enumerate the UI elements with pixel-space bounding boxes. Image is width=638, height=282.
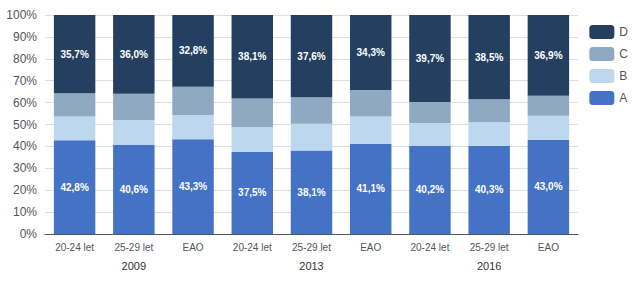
svg-text:40,2%: 40,2% <box>416 184 444 195</box>
svg-text:38,1%: 38,1% <box>297 187 325 198</box>
svg-text:20%: 20% <box>13 183 37 197</box>
svg-text:2016: 2016 <box>477 260 501 272</box>
svg-text:40,3%: 40,3% <box>475 184 503 195</box>
svg-text:100%: 100% <box>6 8 37 22</box>
svg-text:2013: 2013 <box>299 260 323 272</box>
svg-text:60%: 60% <box>13 96 37 110</box>
svg-text:42,8%: 42,8% <box>60 182 88 193</box>
svg-text:EAO: EAO <box>538 242 559 253</box>
svg-text:B: B <box>619 69 627 83</box>
svg-text:0%: 0% <box>20 227 38 241</box>
svg-text:36,0%: 36,0% <box>120 49 148 60</box>
svg-text:35,7%: 35,7% <box>60 49 88 60</box>
svg-text:34,3%: 34,3% <box>357 47 385 58</box>
svg-text:40%: 40% <box>13 139 37 153</box>
svg-text:37,5%: 37,5% <box>238 187 266 198</box>
svg-text:20-24 let: 20-24 let <box>233 242 272 253</box>
svg-text:25-29 let: 25-29 let <box>114 242 153 253</box>
svg-text:EAO: EAO <box>182 242 203 253</box>
svg-text:30%: 30% <box>13 161 37 175</box>
svg-text:41,1%: 41,1% <box>357 183 385 194</box>
svg-text:36,9%: 36,9% <box>534 50 562 61</box>
svg-text:25-29 let: 25-29 let <box>292 242 331 253</box>
svg-text:80%: 80% <box>13 52 37 66</box>
svg-text:40,6%: 40,6% <box>120 184 148 195</box>
svg-text:20-24 let: 20-24 let <box>55 242 94 253</box>
svg-text:43,3%: 43,3% <box>179 181 207 192</box>
svg-text:38,5%: 38,5% <box>475 52 503 63</box>
svg-text:70%: 70% <box>13 74 37 88</box>
svg-text:32,8%: 32,8% <box>179 45 207 56</box>
svg-text:90%: 90% <box>13 30 37 44</box>
svg-text:37,6%: 37,6% <box>297 51 325 62</box>
svg-text:43,0%: 43,0% <box>534 181 562 192</box>
svg-text:50%: 50% <box>13 118 37 132</box>
svg-text:C: C <box>619 47 628 61</box>
svg-text:EAO: EAO <box>360 242 381 253</box>
svg-text:38,1%: 38,1% <box>238 51 266 62</box>
svg-text:39,7%: 39,7% <box>416 53 444 64</box>
svg-text:25-29 let: 25-29 let <box>470 242 509 253</box>
svg-text:A: A <box>619 91 627 105</box>
svg-text:20-24 let: 20-24 let <box>410 242 449 253</box>
svg-text:2009: 2009 <box>122 260 146 272</box>
svg-text:D: D <box>619 25 628 39</box>
svg-text:10%: 10% <box>13 205 37 219</box>
